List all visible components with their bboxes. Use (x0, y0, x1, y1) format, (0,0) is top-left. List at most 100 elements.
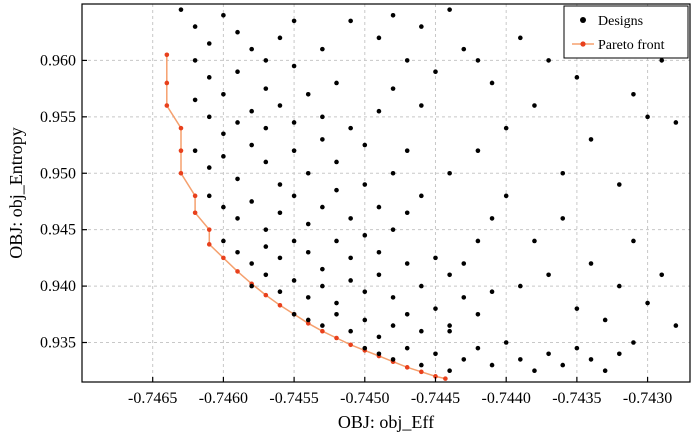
design-point (645, 300, 650, 306)
design-point (645, 114, 650, 120)
y-tick-label: 0.935 (40, 335, 76, 352)
design-point (277, 289, 283, 295)
design-point (574, 345, 580, 351)
design-point (419, 328, 424, 334)
design-point (320, 46, 325, 52)
design-point (206, 193, 212, 199)
design-point (489, 216, 495, 221)
design-point (390, 295, 396, 300)
pareto-point (206, 227, 212, 232)
design-point (362, 182, 368, 187)
design-point (362, 142, 368, 148)
x-tick-label: -0.7430 (623, 390, 672, 407)
design-point (291, 311, 297, 317)
legend: Designs Pareto front (563, 5, 689, 59)
design-point (362, 233, 368, 238)
design-point (404, 345, 410, 351)
design-point (305, 221, 311, 227)
x-tick-label: -0.7435 (552, 390, 601, 407)
design-point (192, 24, 198, 29)
design-point (305, 249, 311, 255)
design-point (221, 238, 226, 244)
design-point (277, 182, 283, 187)
design-point (249, 142, 254, 148)
design-point (588, 357, 594, 362)
design-point (235, 176, 240, 182)
pareto-point (277, 302, 283, 308)
design-point (419, 103, 424, 108)
design-point (489, 362, 495, 368)
pareto-point (320, 328, 325, 334)
design-point (602, 368, 608, 374)
design-point (404, 148, 410, 153)
design-point (447, 272, 452, 278)
design-point (404, 261, 410, 266)
pareto-point (334, 335, 339, 341)
design-point (291, 120, 297, 125)
design-point (602, 317, 608, 323)
design-point (206, 114, 212, 120)
design-point (221, 204, 226, 210)
design-point (532, 103, 537, 108)
design-point (305, 317, 311, 323)
design-point (291, 238, 297, 244)
design-point (348, 18, 353, 24)
design-point (404, 58, 410, 63)
plot-frame (81, 3, 691, 383)
design-point (489, 80, 495, 86)
pareto-point (192, 193, 198, 199)
pareto-point (305, 321, 311, 326)
design-point (263, 125, 269, 131)
design-point (235, 216, 240, 221)
design-point (221, 131, 226, 137)
design-point (376, 204, 382, 210)
design-point (291, 278, 297, 283)
design-point (503, 340, 509, 345)
design-point (221, 12, 226, 18)
design-point (475, 148, 481, 153)
design-point (560, 216, 566, 221)
design-point (305, 170, 311, 176)
x-tick-label: -0.7455 (269, 390, 318, 407)
legend-designs-label: Designs (598, 14, 643, 29)
pareto-point (235, 269, 240, 274)
design-point (291, 18, 297, 24)
design-point (221, 154, 226, 159)
design-point (362, 289, 368, 295)
design-point (305, 295, 311, 300)
y-tick-label: 0.940 (40, 278, 76, 295)
design-point (263, 58, 269, 63)
design-point (192, 58, 198, 63)
design-point (673, 120, 679, 125)
design-point (291, 148, 297, 153)
pareto-point (433, 374, 438, 379)
pareto-point (164, 52, 170, 58)
design-point (546, 272, 551, 278)
design-point (263, 159, 269, 165)
design-point (475, 238, 481, 244)
y-tick-label: 0.945 (40, 222, 76, 239)
design-point (390, 170, 396, 176)
design-point (503, 193, 509, 199)
design-point (489, 289, 495, 295)
design-point (362, 345, 368, 351)
design-point (447, 7, 452, 12)
y-tick-label: 0.960 (40, 52, 76, 69)
design-point (320, 283, 325, 289)
pareto-point (221, 255, 226, 261)
design-point (348, 125, 353, 131)
design-point (320, 266, 325, 272)
design-point (560, 170, 566, 176)
design-point (659, 58, 665, 63)
design-point (178, 7, 184, 12)
design-point (249, 108, 254, 114)
design-point (546, 351, 551, 357)
design-point (419, 283, 424, 289)
design-point (249, 46, 254, 52)
design-point (390, 227, 396, 232)
design-point (376, 35, 382, 41)
design-point (277, 35, 283, 41)
design-point (348, 216, 353, 221)
design-point (348, 278, 353, 283)
y-axis-title: OBJ: obj_Entropy (6, 127, 26, 259)
